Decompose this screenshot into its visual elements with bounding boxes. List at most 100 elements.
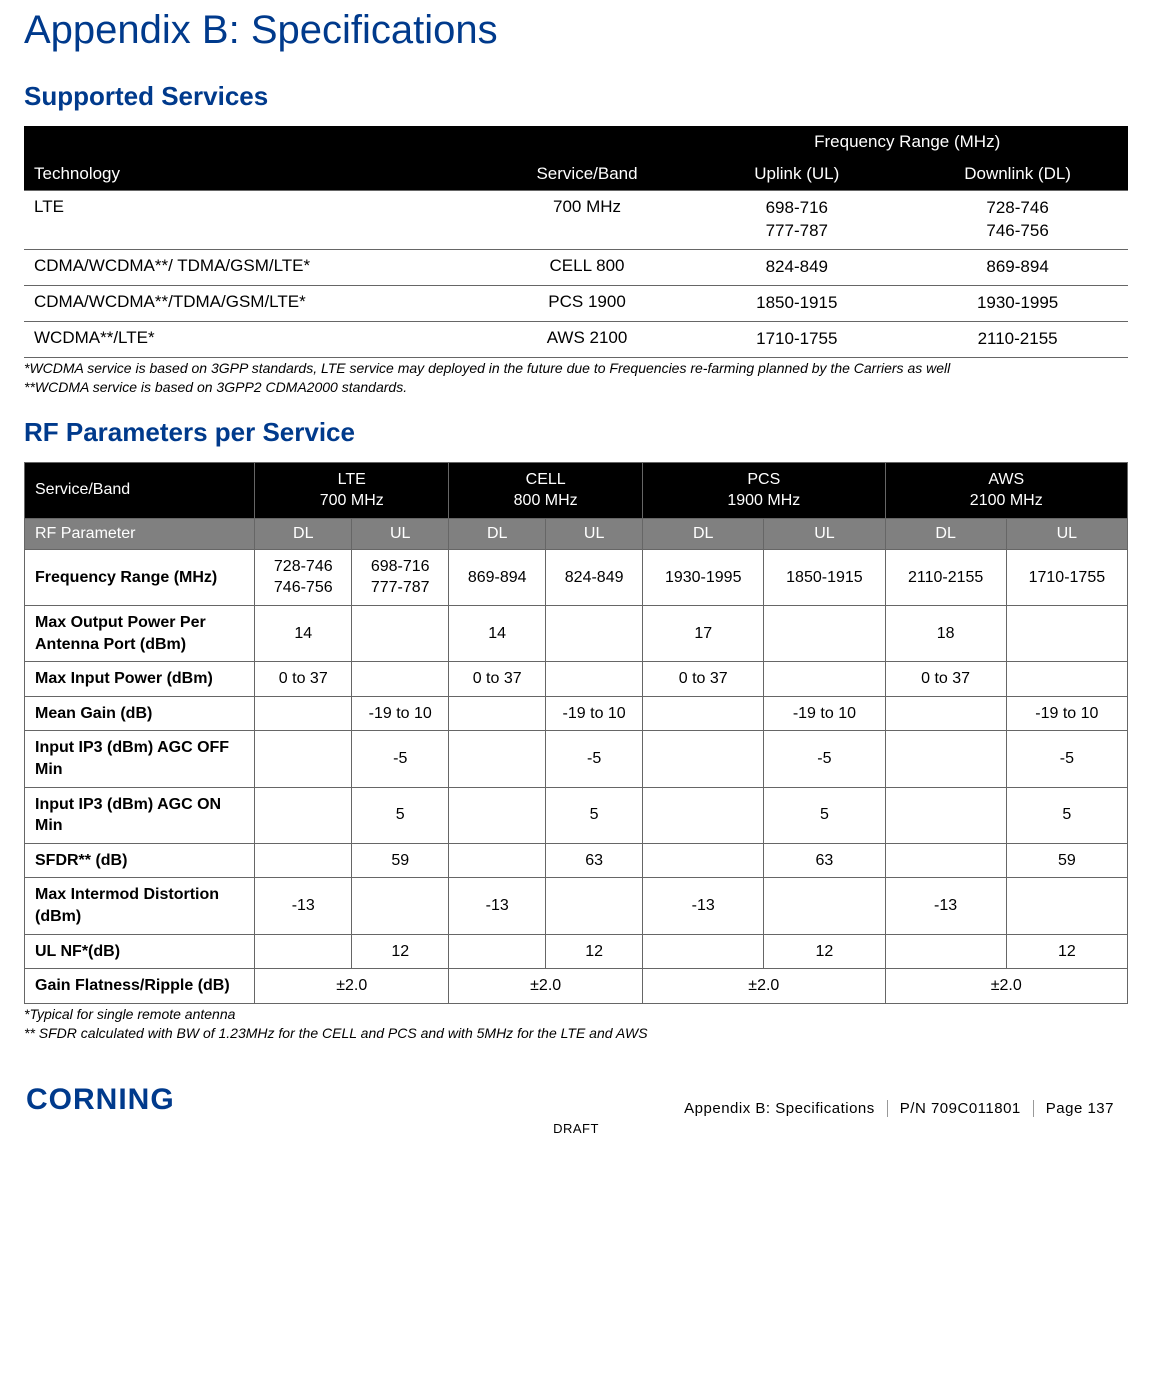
footer-section: Appendix B: Specifications: [672, 1100, 887, 1117]
cell-value: 869-894: [449, 549, 546, 605]
rf-parameters-heading: RF Parameters per Service: [24, 417, 1128, 448]
cell-value: 18: [885, 606, 1006, 662]
cell-value: 5: [546, 787, 643, 843]
cell-value: 5: [352, 787, 449, 843]
cell-value: [449, 731, 546, 787]
table-row: Input IP3 (dBm) AGC ON Min5555: [25, 787, 1128, 843]
draft-label: DRAFT: [24, 1121, 1128, 1136]
cell-band: 700 MHz: [488, 191, 687, 250]
cell-value: [352, 606, 449, 662]
cell-value: [1006, 606, 1127, 662]
cell-value: -5: [546, 731, 643, 787]
cell-value: 59: [1006, 843, 1127, 878]
table-row: WCDMA**/LTE*AWS 21001710-17552110-2155: [24, 321, 1128, 357]
cell-uplink: 698-716777-787: [686, 191, 907, 250]
table-row: Mean Gain (dB)-19 to 10-19 to 10-19 to 1…: [25, 696, 1128, 731]
cell-technology: LTE: [24, 191, 488, 250]
table-row: Max Output Power Per Antenna Port (dBm) 1…: [25, 606, 1128, 662]
supported-services-heading: Supported Services: [24, 81, 1128, 112]
cell-value: [1006, 662, 1127, 697]
cell-value: 12: [1006, 934, 1127, 969]
cell-value: [255, 934, 352, 969]
cell-value: 12: [764, 934, 885, 969]
cell-value: 14: [449, 606, 546, 662]
cell-value: -5: [764, 731, 885, 787]
cell-value: 1710-1755: [1006, 549, 1127, 605]
cell-value: [255, 843, 352, 878]
col-band: AWS2100 MHz: [885, 462, 1127, 518]
cell-value: 63: [546, 843, 643, 878]
cell-value: [352, 662, 449, 697]
cell-value: -5: [352, 731, 449, 787]
cell-value: [764, 878, 885, 934]
cell-value: [352, 878, 449, 934]
cell-value: -19 to 10: [1006, 696, 1127, 731]
cell-value: [255, 696, 352, 731]
cell-value: [449, 843, 546, 878]
cell-value: [643, 787, 764, 843]
cell-value: [885, 843, 1006, 878]
table-row: Gain Flatness/Ripple (dB)±2.0±2.0±2.0±2.…: [25, 969, 1128, 1004]
cell-value: [643, 696, 764, 731]
col-dl: DL: [449, 518, 546, 549]
cell-value: [643, 843, 764, 878]
table-row: LTE700 MHz698-716777-787728-746746-756: [24, 191, 1128, 250]
col-ul: UL: [764, 518, 885, 549]
cell-value: ±2.0: [885, 969, 1127, 1004]
cell-value: [885, 787, 1006, 843]
cell-value: [546, 662, 643, 697]
col-band: LTE700 MHz: [255, 462, 449, 518]
col-freq-range: Frequency Range (MHz): [686, 126, 1128, 158]
cell-value: 2110-2155: [885, 549, 1006, 605]
cell-value: -13: [885, 878, 1006, 934]
cell-parameter: Max Output Power Per Antenna Port (dBm): [25, 606, 255, 662]
cell-value: [885, 696, 1006, 731]
cell-value: 0 to 37: [643, 662, 764, 697]
cell-value: [643, 731, 764, 787]
col-dl: DL: [885, 518, 1006, 549]
cell-value: 1930-1995: [643, 549, 764, 605]
col-ul: UL: [352, 518, 449, 549]
table-row: Max Intermod Distortion (dBm)-13-13-13-1…: [25, 878, 1128, 934]
cell-value: 698-716777-787: [352, 549, 449, 605]
table2-footnote-1: *Typical for single remote antenna: [24, 1006, 1128, 1024]
cell-parameter: UL NF*(dB): [25, 934, 255, 969]
col-ul: UL: [546, 518, 643, 549]
cell-value: [546, 878, 643, 934]
rf-parameters-table: Service/BandLTE700 MHzCELL800 MHzPCS1900…: [24, 462, 1128, 1004]
cell-band: CELL 800: [488, 249, 687, 285]
cell-downlink: 869-894: [907, 249, 1128, 285]
cell-value: 5: [764, 787, 885, 843]
cell-value: 59: [352, 843, 449, 878]
cell-value: 63: [764, 843, 885, 878]
cell-value: -13: [643, 878, 764, 934]
cell-value: [764, 606, 885, 662]
cell-technology: CDMA/WCDMA**/ TDMA/GSM/LTE*: [24, 249, 488, 285]
cell-uplink: 824-849: [686, 249, 907, 285]
col-band: CELL800 MHz: [449, 462, 643, 518]
cell-downlink: 2110-2155: [907, 321, 1128, 357]
cell-value: -13: [255, 878, 352, 934]
cell-value: ±2.0: [255, 969, 449, 1004]
col-rf-parameter: RF Parameter: [25, 518, 255, 549]
cell-value: [885, 731, 1006, 787]
col-uplink: Uplink (UL): [686, 158, 907, 191]
cell-value: -13: [449, 878, 546, 934]
cell-value: -19 to 10: [764, 696, 885, 731]
cell-value: 5: [1006, 787, 1127, 843]
cell-value: [449, 934, 546, 969]
cell-uplink: 1850-1915: [686, 285, 907, 321]
col-technology: Technology: [24, 126, 488, 191]
cell-technology: CDMA/WCDMA**/TDMA/GSM/LTE*: [24, 285, 488, 321]
table-row: Max Input Power (dBm)0 to 370 to 370 to …: [25, 662, 1128, 697]
cell-value: [449, 696, 546, 731]
cell-value: 17: [643, 606, 764, 662]
table1-footnote-2: **WCDMA service is based on 3GPP2 CDMA20…: [24, 379, 1128, 397]
col-dl: DL: [255, 518, 352, 549]
supported-services-table: Technology Service/Band Frequency Range …: [24, 126, 1128, 358]
cell-band: PCS 1900: [488, 285, 687, 321]
cell-value: ±2.0: [449, 969, 643, 1004]
table2-footnote-2: ** SFDR calculated with BW of 1.23MHz fo…: [24, 1025, 1128, 1043]
table-row: UL NF*(dB)12121212: [25, 934, 1128, 969]
corning-logo: CORNING: [26, 1083, 175, 1117]
